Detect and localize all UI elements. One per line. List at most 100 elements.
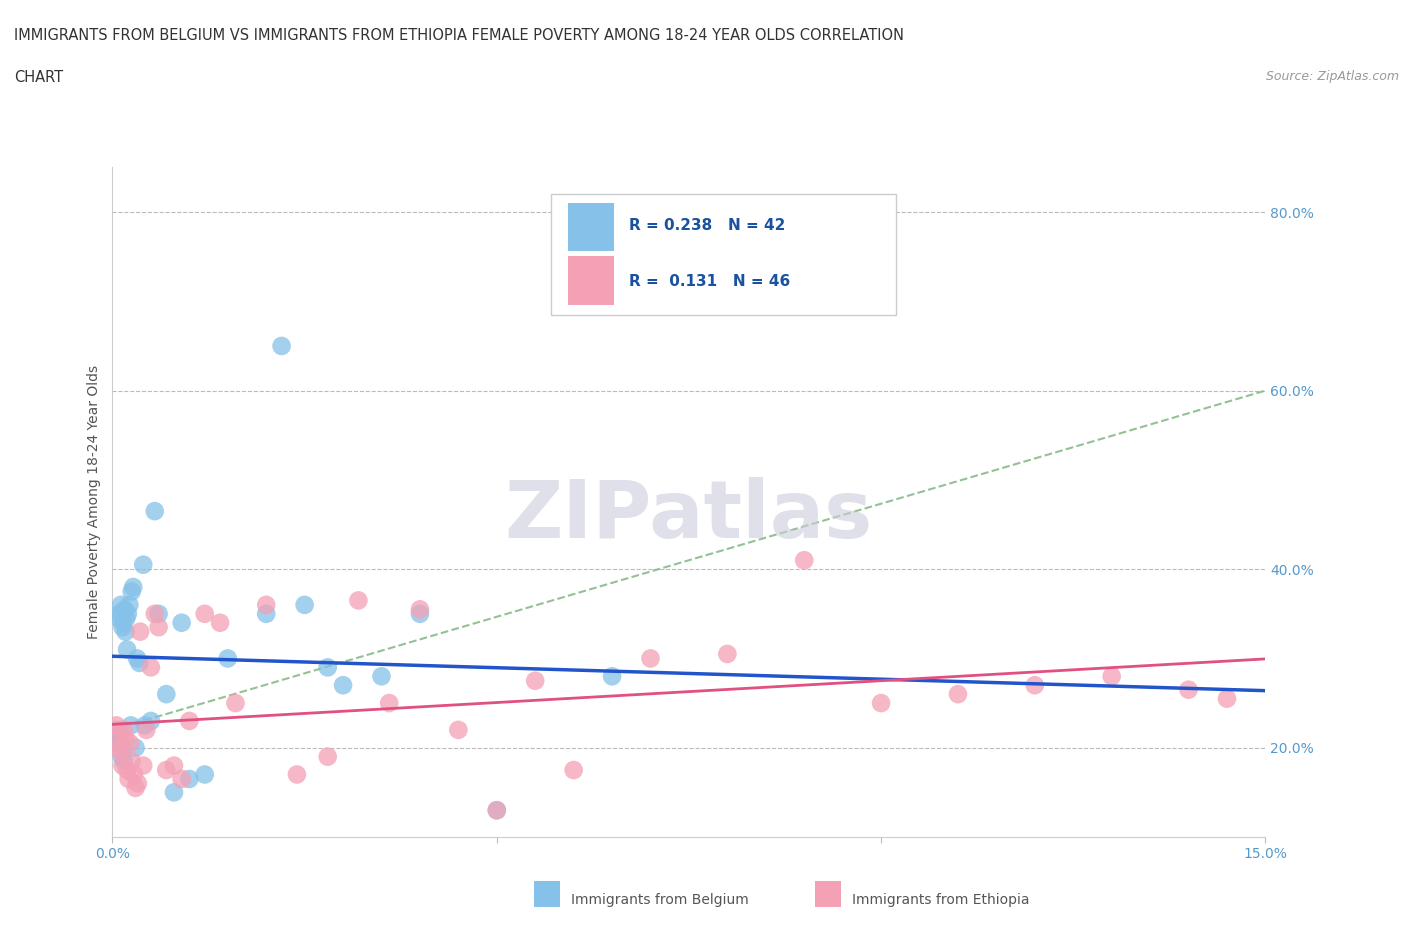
Point [115,642,138,657]
Point [124,780,146,795]
Y-axis label: Female Poverty Among 18-24 Year Olds: Female Poverty Among 18-24 Year Olds [87,365,101,639]
Text: Source: ZipAtlas.com: Source: ZipAtlas.com [1265,70,1399,83]
Point [111,758,134,773]
Point [148,619,170,634]
Point [716,646,738,661]
Point [118,597,141,612]
Point [285,767,308,782]
Point [120,718,142,733]
Point [194,606,217,621]
Point [870,696,893,711]
Point [139,660,162,675]
Point [117,606,139,621]
Point [163,758,186,773]
Text: R = 0.238   N = 42: R = 0.238 N = 42 [628,219,786,233]
Point [224,696,246,711]
Point [132,758,155,773]
Point [148,606,170,621]
Point [127,776,149,790]
Point [409,606,432,621]
Text: IMMIGRANTS FROM BELGIUM VS IMMIGRANTS FROM ETHIOPIA FEMALE POVERTY AMONG 18-24 Y: IMMIGRANTS FROM BELGIUM VS IMMIGRANTS FR… [14,28,904,43]
Point [1216,691,1239,706]
Point [1177,683,1199,698]
Point [110,745,132,760]
Point [105,723,128,737]
Point [485,803,508,817]
Text: ZIPatlas: ZIPatlas [505,476,873,554]
Point [111,750,134,764]
Point [107,727,129,742]
Point [129,624,152,639]
Point [332,678,354,693]
Point [155,686,177,701]
Point [562,763,585,777]
Point [179,772,201,787]
Point [1024,678,1046,693]
Point [217,651,239,666]
Point [125,651,148,666]
Point [108,606,131,621]
Point [155,763,177,777]
Point [121,753,143,768]
Point [485,803,508,817]
Point [110,597,132,612]
Text: R =  0.131   N = 46: R = 0.131 N = 46 [628,273,790,288]
Point [378,696,401,711]
Point [135,723,157,737]
Point [270,339,292,353]
Point [107,611,129,626]
FancyBboxPatch shape [568,257,614,305]
Point [163,785,186,800]
Point [114,731,136,746]
Point [134,718,156,733]
Point [139,713,162,728]
Point [254,606,277,621]
Point [170,772,193,787]
Point [112,616,135,631]
Point [112,723,135,737]
Point [254,597,277,612]
Point [347,593,370,608]
Text: CHART: CHART [14,70,63,85]
Point [122,579,145,594]
FancyBboxPatch shape [568,203,614,251]
Point [107,727,129,742]
Text: Immigrants from Belgium: Immigrants from Belgium [571,893,748,907]
Point [946,686,969,701]
Point [132,557,155,572]
Point [1101,669,1123,684]
Point [316,660,339,675]
Point [179,713,201,728]
Point [120,736,142,751]
Point [108,740,131,755]
Point [115,611,138,626]
Point [447,723,470,737]
Point [108,736,131,751]
FancyBboxPatch shape [551,194,897,314]
Point [122,767,145,782]
Point [114,602,136,617]
Point [114,624,136,639]
Point [143,504,166,519]
Point [409,602,432,617]
Point [170,616,193,631]
Point [640,651,662,666]
Point [124,740,146,755]
Point [111,619,134,634]
Point [194,767,217,782]
Point [209,616,232,631]
Point [524,673,547,688]
Point [143,606,166,621]
Point [294,597,316,612]
Point [105,718,128,733]
Point [600,669,623,684]
Point [115,763,138,777]
Point [112,753,135,768]
Point [128,656,150,671]
Point [117,772,139,787]
Point [316,750,339,764]
Text: Immigrants from Ethiopia: Immigrants from Ethiopia [852,893,1029,907]
Point [793,552,815,567]
Point [370,669,392,684]
Point [121,584,143,599]
